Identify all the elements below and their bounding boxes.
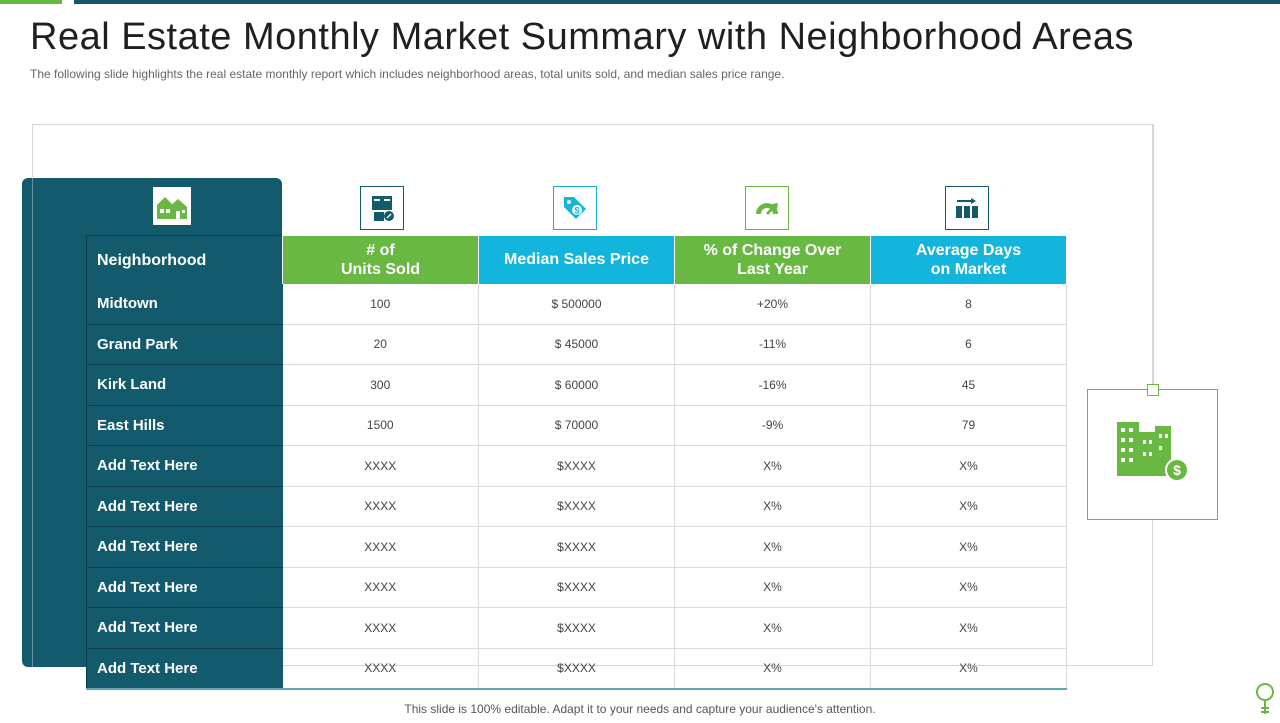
header-change-line2: Last Year [737, 260, 808, 278]
units-sold-cell: 300 [282, 364, 479, 406]
top-accent-bar-green [0, 0, 62, 4]
header-average-days: Average Days on Market [870, 235, 1067, 284]
neighborhood-name: Add Text Here [86, 486, 283, 527]
average-days-cell: X% [870, 526, 1067, 568]
average-days-cell: X% [870, 648, 1067, 690]
percent-change-cell: X% [674, 486, 871, 527]
average-days-cell: X% [870, 445, 1067, 487]
header-median-price: Median Sales Price [478, 235, 675, 284]
percent-change-cell: -9% [674, 405, 871, 446]
price-tag-icon: $ [553, 186, 597, 230]
header-change-line1: % of Change Over [703, 241, 842, 259]
table-row: Kirk Land 300 $ 60000 -16% 45 [86, 364, 1067, 406]
average-days-cell: 8 [870, 284, 1067, 325]
units-sold-cell: XXXX [282, 445, 479, 487]
svg-text:$: $ [574, 206, 579, 216]
average-days-cell: X% [870, 567, 1067, 608]
connector-node [1147, 384, 1159, 396]
units-sold-cell: XXXX [282, 486, 479, 527]
percent-change-cell: X% [674, 567, 871, 608]
median-price-cell: $XXXX [478, 445, 675, 487]
percent-change-cell: -16% [674, 364, 871, 406]
neighborhood-name: Grand Park [86, 324, 283, 365]
table-row: East Hills 1500 $ 70000 -9% 79 [86, 405, 1067, 446]
gauge-icon [745, 186, 789, 230]
average-days-cell: X% [870, 486, 1067, 527]
header-days-line1: Average Days [915, 241, 1022, 259]
building-dollar-card: $ [1087, 389, 1218, 520]
median-price-cell: $ 60000 [478, 364, 675, 406]
percent-change-cell: X% [674, 607, 871, 649]
market-summary-table: Neighborhood # of Units Sold Median Sales… [86, 235, 1067, 690]
slide-footer: This slide is 100% editable. Adapt it to… [404, 702, 876, 716]
table-row: Add Text Here XXXX $XXXX X% X% [86, 567, 1067, 608]
table-row: Grand Park 20 $ 45000 -11% 6 [86, 324, 1067, 365]
header-units-line2: Units Sold [340, 260, 421, 278]
top-accent-bar-teal [74, 0, 1280, 4]
neighborhood-name: Add Text Here [86, 526, 283, 568]
header-units-sold: # of Units Sold [282, 235, 479, 284]
percent-change-cell: X% [674, 648, 871, 690]
median-price-cell: $ 70000 [478, 405, 675, 446]
median-price-cell: $XXXX [478, 607, 675, 649]
svg-text:$: $ [1173, 462, 1181, 478]
lightbulb-icon [1254, 682, 1276, 723]
slide-subtitle: The following slide highlights the real … [30, 67, 785, 81]
frame-connector-line [1153, 124, 1154, 384]
units-sold-cell: XXXX [282, 526, 479, 568]
neighborhood-name: Midtown [86, 284, 283, 325]
neighborhood-name: Kirk Land [86, 364, 283, 406]
neighborhood-name: Add Text Here [86, 445, 283, 487]
table-row: Add Text Here XXXX $XXXX X% X% [86, 486, 1067, 527]
panel-divider [32, 178, 33, 667]
bar-chart-icon [945, 186, 989, 230]
median-price-cell: $ 45000 [478, 324, 675, 365]
units-sold-cell: 100 [282, 284, 479, 325]
header-neighborhood: Neighborhood [86, 235, 283, 284]
header-days-line2: on Market [930, 260, 1007, 278]
documents-icon [360, 186, 404, 230]
building-dollar-icon: $ [1113, 416, 1193, 493]
table-row: Add Text Here XXXX $XXXX X% X% [86, 526, 1067, 568]
percent-change-cell: -11% [674, 324, 871, 365]
neighborhood-name: Add Text Here [86, 607, 283, 649]
houses-icon [153, 187, 191, 225]
average-days-cell: 45 [870, 364, 1067, 406]
percent-change-cell: X% [674, 445, 871, 487]
neighborhood-name: Add Text Here [86, 648, 283, 690]
table-row: Add Text Here XXXX $XXXX X% X% [86, 607, 1067, 649]
percent-change-cell: +20% [674, 284, 871, 325]
median-price-cell: $XXXX [478, 526, 675, 568]
header-percent-change: % of Change Over Last Year [674, 235, 871, 284]
median-price-cell: $ 500000 [478, 284, 675, 325]
average-days-cell: 6 [870, 324, 1067, 365]
median-price-cell: $XXXX [478, 648, 675, 690]
table-row: Add Text Here XXXX $XXXX X% X% [86, 445, 1067, 487]
units-sold-cell: XXXX [282, 567, 479, 608]
table-row: Add Text Here XXXX $XXXX X% X% [86, 648, 1067, 690]
header-units-line1: # of [366, 241, 395, 259]
slide-title: Real Estate Monthly Market Summary with … [30, 16, 1135, 58]
units-sold-cell: 1500 [282, 405, 479, 446]
average-days-cell: X% [870, 607, 1067, 649]
table-header-row: Neighborhood # of Units Sold Median Sales… [86, 235, 1067, 284]
median-price-cell: $XXXX [478, 567, 675, 608]
percent-change-cell: X% [674, 526, 871, 568]
neighborhood-name: Add Text Here [86, 567, 283, 608]
average-days-cell: 79 [870, 405, 1067, 446]
units-sold-cell: XXXX [282, 648, 479, 690]
units-sold-cell: 20 [282, 324, 479, 365]
median-price-cell: $XXXX [478, 486, 675, 527]
table-row: Midtown 100 $ 500000 +20% 8 [86, 284, 1067, 325]
units-sold-cell: XXXX [282, 607, 479, 649]
neighborhood-name: East Hills [86, 405, 283, 446]
